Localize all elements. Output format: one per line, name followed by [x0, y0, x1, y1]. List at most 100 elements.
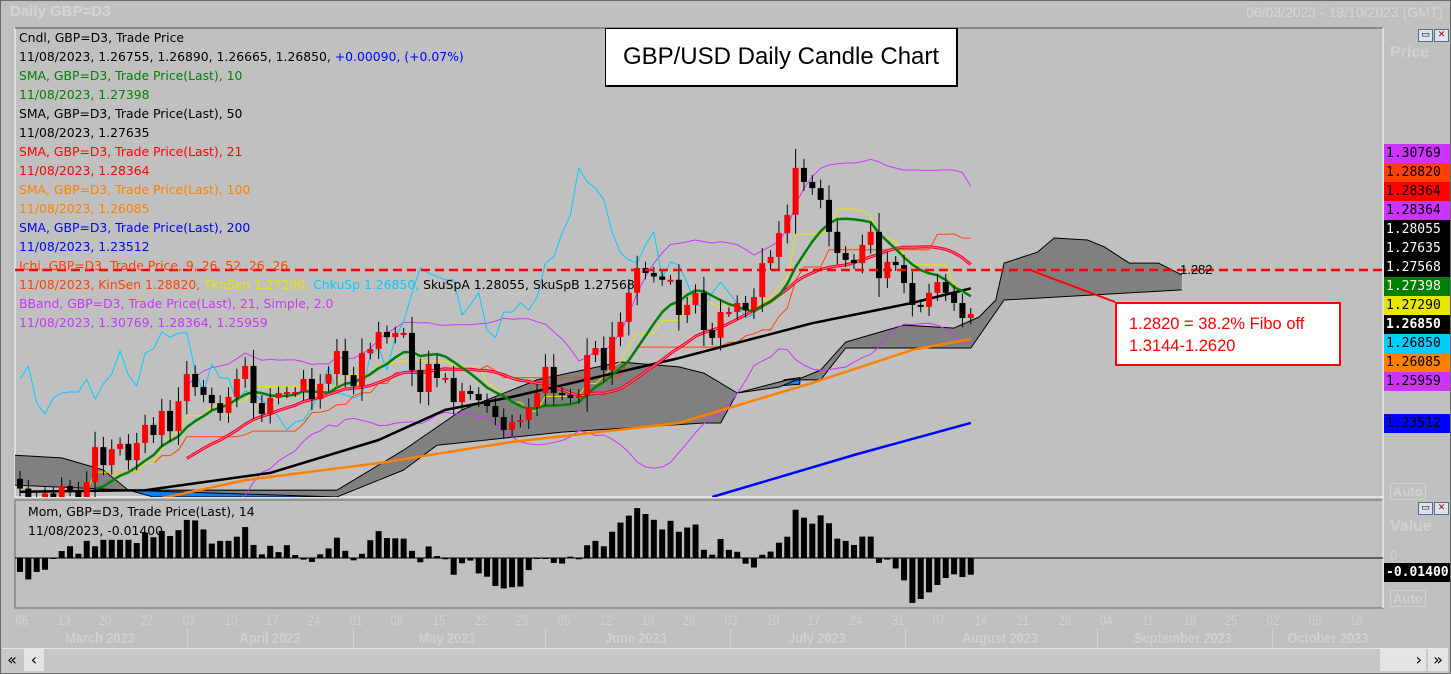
candle-body — [750, 297, 757, 311]
momentum-bar — [459, 558, 466, 564]
momentum-bar — [367, 540, 374, 558]
momentum-bar — [700, 549, 707, 558]
month-separator — [353, 628, 354, 648]
momentum-bar — [358, 553, 365, 558]
candle-body — [300, 378, 307, 392]
momentum-bar — [100, 539, 107, 558]
candle-body — [692, 292, 699, 305]
momentum-bar — [934, 558, 941, 585]
legend-candle-values: 11/08/2023, 1.26755, 1.26890, 1.26665, 1… — [19, 49, 331, 64]
price-label: 1.27568 — [1384, 258, 1450, 277]
momentum-bar — [208, 543, 215, 558]
candle-body — [809, 181, 816, 189]
candle-body — [876, 231, 883, 279]
candle-body — [67, 485, 74, 491]
momentum-bar — [283, 545, 290, 558]
candle-body — [117, 443, 124, 450]
legend-sma200-value: 11/08/2023, 1.23512 — [19, 239, 150, 254]
close-pane-button[interactable]: ✕ — [1434, 29, 1449, 42]
price-label: 1.28820 — [1384, 163, 1450, 182]
x-axis-day-label: 05 — [557, 612, 571, 628]
legend-sma21-header: SMA, GBP=D3, Trade Price(Last), 21 — [19, 144, 243, 159]
scroll-first-button[interactable]: « — [2, 649, 22, 671]
candle-body — [450, 377, 457, 403]
horizontal-scrollbar[interactable]: « ‹ › » — [2, 648, 1448, 673]
candle-body — [292, 391, 299, 394]
x-axis-month-label: June 2023 — [605, 630, 667, 647]
candle-body — [350, 375, 357, 387]
momentum-bar — [167, 535, 174, 558]
momentum-bar — [609, 531, 616, 558]
month-separator — [545, 628, 546, 648]
candle-body — [717, 312, 724, 338]
scroll-next-button[interactable]: › — [1380, 649, 1426, 671]
candle-body — [242, 365, 249, 379]
scroll-last-button[interactable]: » — [1428, 649, 1448, 671]
momentum-bar — [575, 558, 582, 560]
price-auto-button[interactable]: Auto — [1390, 483, 1426, 500]
fibo-annotation[interactable]: 1.2820 = 38.2% Fibo off 1.3144-1.2620 — [1115, 302, 1341, 366]
candle-body — [459, 391, 466, 403]
maximize-pane-button[interactable]: ▭ — [1418, 29, 1433, 42]
momentum-bar — [383, 538, 390, 558]
x-axis-day-label: 24 — [307, 612, 321, 628]
candle-body — [959, 302, 966, 318]
momentum-bar — [659, 529, 666, 558]
momentum-bar — [967, 558, 974, 575]
candle-body — [42, 493, 49, 497]
momentum-bar — [250, 544, 257, 558]
candle-body — [534, 392, 541, 408]
candle-body — [767, 256, 774, 264]
momentum-auto-button[interactable]: Auto — [1390, 590, 1426, 607]
momentum-bar — [600, 546, 607, 558]
candle-body — [909, 283, 916, 305]
price-label: 1.27635 — [1384, 239, 1450, 258]
momentum-bar — [525, 558, 532, 571]
candle-body — [392, 332, 399, 338]
candle-body — [317, 383, 324, 400]
candle-body — [158, 410, 165, 436]
candle-body — [659, 276, 666, 280]
momentum-bar — [517, 558, 524, 587]
x-axis-day-label: 18 — [1183, 612, 1196, 628]
candle-body — [342, 350, 349, 376]
candle-body — [175, 401, 182, 432]
candle-body — [784, 214, 791, 234]
price-label: 1.28055 — [1384, 220, 1450, 239]
momentum-bar — [275, 552, 282, 558]
month-separator — [1272, 628, 1273, 648]
momentum-bar — [425, 546, 432, 558]
price-plot — [15, 148, 1383, 497]
momentum-bar — [117, 539, 124, 558]
momentum-bar — [750, 558, 757, 568]
candle-body — [208, 394, 215, 404]
candle-body — [617, 321, 624, 337]
momentum-bar — [592, 540, 599, 558]
momentum-bar — [150, 537, 157, 558]
x-axis-day-label: 09 — [1308, 612, 1321, 628]
candle-body — [250, 365, 257, 404]
momentum-maximize-button[interactable]: ▭ — [1418, 502, 1433, 515]
candle-body — [525, 407, 532, 421]
candle-body — [825, 199, 832, 232]
legend-bband-header: BBand, GBP=D3, Trade Price(Last), 21, Si… — [19, 296, 334, 311]
x-axis-day-label: 08 — [391, 612, 404, 628]
price-label: 1.27290 — [1384, 296, 1450, 315]
candle-body — [942, 282, 949, 293]
momentum-bar — [684, 527, 691, 558]
momentum-legend-header: Mom, GBP=D3, Trade Price(Last), 14 — [28, 504, 255, 519]
momentum-close-button[interactable]: ✕ — [1434, 502, 1449, 515]
momentum-bar — [175, 530, 182, 558]
legend-ichi-header: Ichi, GBP=D3, Trade Price, 9, 26, 52, 26… — [19, 258, 289, 273]
scroll-prev-button[interactable]: ‹ — [24, 649, 44, 671]
candle-body — [50, 493, 57, 497]
candle-body — [133, 442, 140, 461]
chart-title: GBP/USD Daily Candle Chart — [605, 28, 958, 87]
candle-body — [634, 268, 641, 293]
candle-body — [325, 374, 332, 384]
candle-body — [267, 397, 274, 414]
momentum-bar — [926, 558, 933, 593]
x-axis-day-label: 06 — [15, 612, 29, 628]
month-separator — [905, 628, 906, 648]
